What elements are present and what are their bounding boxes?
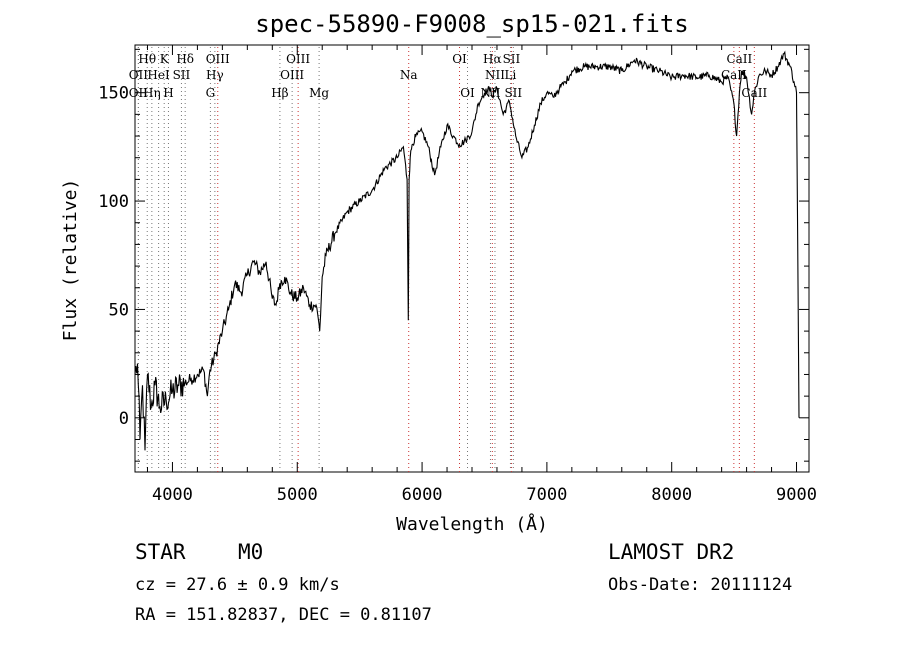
line-marker-label: SII — [173, 68, 191, 82]
line-marker-label: Hη — [143, 86, 161, 100]
line-marker-label: Hθ — [138, 52, 156, 66]
y-tick-label: 100 — [98, 192, 129, 212]
redshift-text: cz = 27.6 ± 0.9 km/s — [135, 575, 340, 595]
line-marker-label: OIII — [206, 52, 230, 66]
line-marker-label: SII — [504, 86, 522, 100]
obs-date: Obs-Date: 20111124 — [608, 575, 793, 595]
chart-title: spec-55890-F9008_sp15-021.fits — [255, 10, 688, 38]
line-marker-label: H — [163, 86, 173, 100]
line-marker-label: Hγ — [206, 68, 224, 82]
x-tick-label: 7000 — [526, 485, 567, 505]
line-marker-label: Mg — [309, 86, 329, 100]
x-tick-label: 4000 — [152, 485, 193, 505]
x-tick-label: 5000 — [277, 485, 318, 505]
plot-frame — [134, 44, 810, 473]
line-marker-label: Hδ — [176, 52, 194, 66]
survey-name: LAMOST DR2 — [608, 540, 735, 564]
line-marker-label: OIII — [286, 52, 310, 66]
line-marker-label: OI — [460, 86, 475, 100]
line-marker-label: CaII — [726, 52, 752, 66]
y-tick-label: 150 — [98, 84, 129, 104]
coordinates: RA = 151.82837, DEC = 0.81107 — [135, 605, 432, 625]
axis-ticks: 4000 5000 6000 7000 8000 9000 0 50 100 150 — [98, 45, 817, 505]
object-class: STAR — [135, 540, 186, 564]
object-subclass: M0 — [238, 540, 264, 564]
line-marker-label: SII — [503, 52, 521, 66]
line-marker-label: G — [206, 86, 216, 100]
line-marker-label: Li — [505, 68, 517, 82]
line-marker-label: Na — [400, 68, 418, 82]
line-marker-label: OIII — [280, 68, 304, 82]
x-tick-label: 9000 — [776, 485, 817, 505]
y-tick-label: 0 — [119, 409, 129, 429]
line-marker-label: Hβ — [271, 86, 288, 100]
line-marker-label: Hα — [483, 52, 502, 66]
line-marker-label: NII — [485, 68, 505, 82]
x-axis-label: Wavelength (Å) — [396, 513, 548, 535]
y-axis-label: Flux (relative) — [60, 179, 81, 342]
y-tick-label: 50 — [109, 300, 129, 320]
line-marker-label: OI — [452, 52, 467, 66]
x-tick-label: 8000 — [651, 485, 692, 505]
x-tick-label: 6000 — [402, 485, 443, 505]
line-marker-label: HeI — [147, 68, 170, 82]
spectrum-line — [134, 50, 800, 451]
line-marker-label: K — [160, 52, 170, 66]
